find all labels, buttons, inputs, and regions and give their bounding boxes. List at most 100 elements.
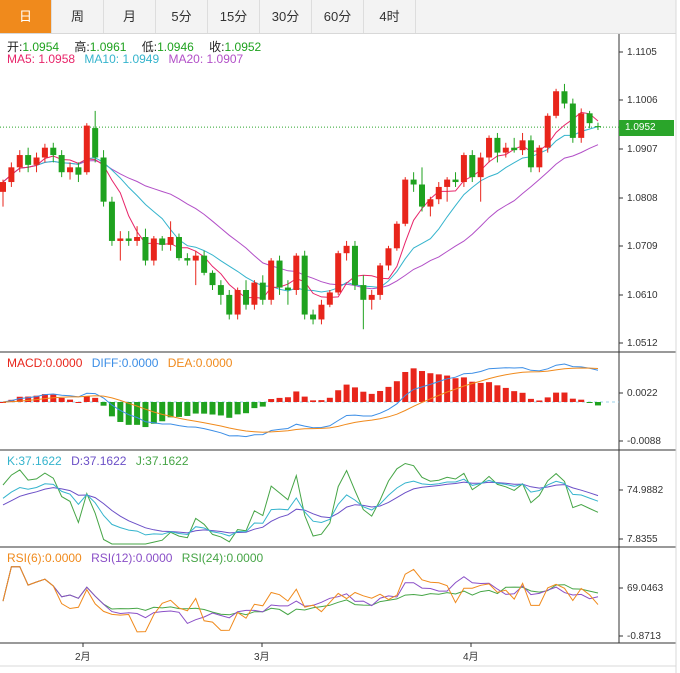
macd-bar-38 bbox=[318, 400, 325, 402]
candle-body-56 bbox=[469, 155, 476, 178]
candle-body-40 bbox=[335, 253, 342, 293]
macd-bar-0 bbox=[0, 402, 6, 403]
candle-body-69 bbox=[578, 113, 585, 138]
macd-bar-51 bbox=[427, 373, 434, 402]
candle-body-8 bbox=[67, 167, 74, 173]
candle-body-65 bbox=[544, 115, 551, 148]
ma5-label: MA5: bbox=[7, 52, 36, 66]
candle-body-12 bbox=[100, 157, 107, 202]
candle-body-19 bbox=[159, 238, 166, 245]
macd-bar-47 bbox=[393, 381, 400, 402]
candle-body-45 bbox=[377, 265, 384, 295]
macd-bar-52 bbox=[435, 374, 442, 402]
macd-bar-17 bbox=[142, 402, 149, 428]
d-value: 37.1622 bbox=[83, 454, 127, 468]
macd-bar-53 bbox=[444, 375, 451, 402]
rsi-tick-2: -0.8713 bbox=[627, 631, 661, 642]
candle-body-66 bbox=[553, 91, 560, 116]
candle-body-34 bbox=[284, 287, 291, 291]
month-label-apr: 4月 bbox=[463, 652, 479, 663]
candle-body-23 bbox=[192, 255, 199, 261]
j-label: J: bbox=[135, 454, 146, 468]
price-tick-1: 1.1105 bbox=[627, 47, 657, 58]
macd-bar-48 bbox=[402, 371, 409, 402]
ma-legend: MA5: 1.0958 MA10: 1.0949 MA20: 1.0907 bbox=[7, 52, 249, 66]
candle-body-52 bbox=[435, 186, 442, 200]
macd-bar-22 bbox=[184, 402, 191, 416]
ma20-value: 1.0907 bbox=[206, 52, 244, 66]
diff-label: DIFF: bbox=[91, 356, 122, 370]
candle-body-37 bbox=[310, 314, 317, 320]
macd-bar-43 bbox=[360, 391, 367, 402]
candle-body-17 bbox=[142, 237, 149, 261]
macd-bar-49 bbox=[410, 368, 417, 402]
macd-bar-12 bbox=[100, 402, 107, 406]
ma20-label: MA20: bbox=[168, 52, 204, 66]
candle-body-2 bbox=[16, 155, 23, 168]
macd-bar-6 bbox=[50, 394, 57, 402]
macd-bar-10 bbox=[83, 396, 90, 402]
dea-value: 0.0000 bbox=[195, 356, 233, 370]
macd-bar-64 bbox=[536, 400, 543, 402]
candle-body-21 bbox=[175, 237, 182, 259]
k-label: K: bbox=[7, 454, 19, 468]
candle-body-43 bbox=[360, 285, 367, 300]
macd-bar-2 bbox=[16, 396, 23, 402]
candle-body-49 bbox=[410, 179, 417, 185]
kdj-tick-2: 7.8355 bbox=[627, 534, 658, 545]
tab-4hour[interactable]: 4时 bbox=[364, 0, 416, 33]
macd-bar-68 bbox=[569, 398, 576, 402]
rsi24-value: 0.0000 bbox=[226, 551, 264, 565]
macd-bar-44 bbox=[368, 393, 375, 402]
macd-bar-36 bbox=[301, 396, 308, 402]
candle-body-41 bbox=[343, 245, 350, 254]
candle-body-22 bbox=[184, 258, 191, 261]
tab-5min[interactable]: 5分 bbox=[156, 0, 208, 33]
open-value: 1.0954 bbox=[22, 40, 60, 54]
candle-body-35 bbox=[293, 255, 300, 291]
macd-bar-35 bbox=[293, 391, 300, 402]
candle-body-38 bbox=[318, 304, 325, 320]
tab-60min[interactable]: 60分 bbox=[312, 0, 364, 33]
candle-body-47 bbox=[393, 223, 400, 249]
macd-bar-61 bbox=[511, 391, 518, 402]
macd-bar-40 bbox=[335, 390, 342, 402]
candle-body-51 bbox=[427, 199, 434, 207]
candle-body-26 bbox=[217, 285, 224, 295]
candle-body-39 bbox=[326, 292, 333, 305]
j-line bbox=[2, 462, 599, 545]
dea-line bbox=[2, 367, 599, 433]
tab-week[interactable]: 周 bbox=[52, 0, 104, 33]
macd-bar-65 bbox=[544, 397, 551, 402]
macd-bar-31 bbox=[259, 402, 266, 407]
macd-bar-42 bbox=[351, 387, 358, 402]
candle-body-7 bbox=[58, 155, 65, 173]
candle-body-27 bbox=[226, 294, 233, 315]
candle-body-28 bbox=[234, 290, 241, 315]
kdj-legend: K:37.1622 D:37.1622 J:37.1622 bbox=[7, 454, 195, 468]
tab-day[interactable]: 日 bbox=[0, 0, 52, 33]
macd-bar-69 bbox=[578, 399, 585, 402]
price-tick-5: 1.0709 bbox=[627, 241, 658, 252]
candle-body-18 bbox=[150, 238, 157, 261]
candle-body-55 bbox=[460, 155, 467, 183]
open-label: 开: bbox=[7, 40, 23, 54]
macd-bar-3 bbox=[25, 396, 32, 402]
tab-month[interactable]: 月 bbox=[104, 0, 156, 33]
macd-bar-62 bbox=[519, 392, 526, 402]
candle-body-32 bbox=[268, 260, 275, 300]
candle-body-11 bbox=[92, 128, 99, 158]
macd-bar-18 bbox=[150, 402, 157, 424]
candle-body-30 bbox=[251, 282, 258, 305]
rsi12-line bbox=[2, 566, 599, 625]
macd-bar-25 bbox=[209, 402, 216, 415]
candle-body-4 bbox=[33, 157, 40, 165]
low-label: 低: bbox=[141, 40, 158, 54]
tab-15min[interactable]: 15分 bbox=[208, 0, 260, 33]
macd-bar-60 bbox=[502, 387, 509, 402]
candle-body-71 bbox=[594, 126, 601, 128]
d-label: D: bbox=[71, 454, 84, 468]
macd-bar-45 bbox=[377, 390, 384, 402]
tab-30min[interactable]: 30分 bbox=[260, 0, 312, 33]
